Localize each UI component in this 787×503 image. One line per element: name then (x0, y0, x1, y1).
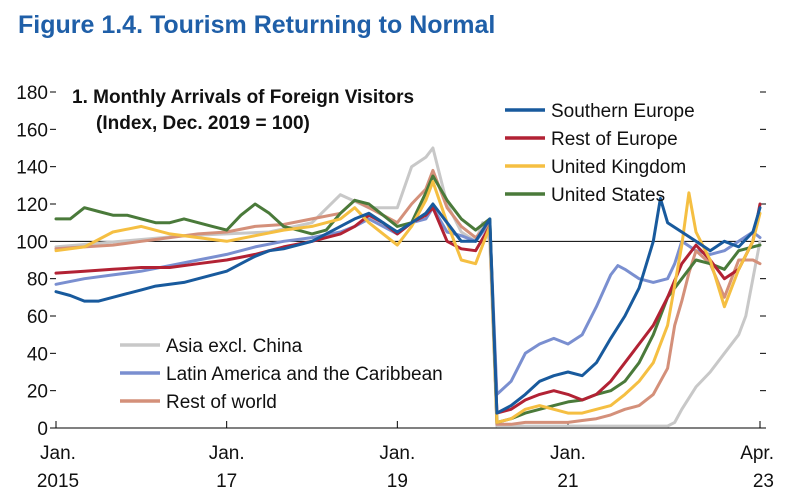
legend-label: Rest of Europe (551, 129, 678, 150)
axes-group: 0 20 40 60 80 100 120 140 160 180 Jan. 2015 Jan. 17 Ja… (16, 83, 774, 492)
x-tick-label-year: 2015 (37, 471, 79, 492)
y-tick-label: 0 (37, 419, 48, 440)
y-tick-label: 160 (16, 120, 48, 141)
x-tick-label-year: 23 (753, 471, 774, 492)
panel-subtitle: (Index, Dec. 2019 = 100) (96, 113, 310, 134)
x-tick-label-month: Jan. (40, 443, 76, 464)
figure-title: Figure 1.4. Tourism Returning to Normal (18, 11, 495, 39)
series-line-united-kingdom (54, 180, 762, 424)
x-tick-label-month: Jan. (209, 443, 245, 464)
series-line-rest-of-europe (54, 202, 762, 415)
y-tick-label: 100 (16, 232, 48, 253)
y-tick-label: 180 (16, 83, 48, 104)
series-line-united-states (54, 174, 762, 424)
legend-label: Latin America and the Caribbean (166, 364, 443, 385)
y-tick-label: 20 (27, 382, 48, 403)
x-tick-label-month: Jan. (379, 443, 415, 464)
x-tick-label-month: Jan. (550, 443, 586, 464)
x-tick-label-month: Apr. (740, 443, 774, 464)
x-tick-label-year: 17 (216, 471, 237, 492)
legend-label: Rest of world (166, 392, 277, 413)
panel-title: 1. Monthly Arrivals of Foreign Visitors (72, 87, 414, 108)
legend-bottom: Asia excl. China Latin America and the Ca… (120, 336, 443, 413)
y-tick-label: 140 (16, 158, 48, 179)
x-tick-label-year: 21 (557, 471, 578, 492)
y-tick-label: 60 (27, 307, 48, 328)
legend-label: United States (551, 185, 665, 206)
legend-label: Southern Europe (551, 101, 695, 122)
x-tick-label-year: 19 (387, 471, 408, 492)
y-tick-label: 80 (27, 270, 48, 291)
series-line-southern-europe (54, 196, 762, 415)
series-group (54, 146, 762, 428)
legend-label: United Kingdom (551, 157, 686, 178)
series-line-rest-of-world (54, 168, 762, 426)
y-tick-label: 120 (16, 195, 48, 216)
legend-top: Southern Europe Rest of Europe United King… (505, 101, 695, 206)
legend-label: Asia excl. China (166, 336, 303, 357)
y-tick-label: 40 (27, 344, 48, 365)
